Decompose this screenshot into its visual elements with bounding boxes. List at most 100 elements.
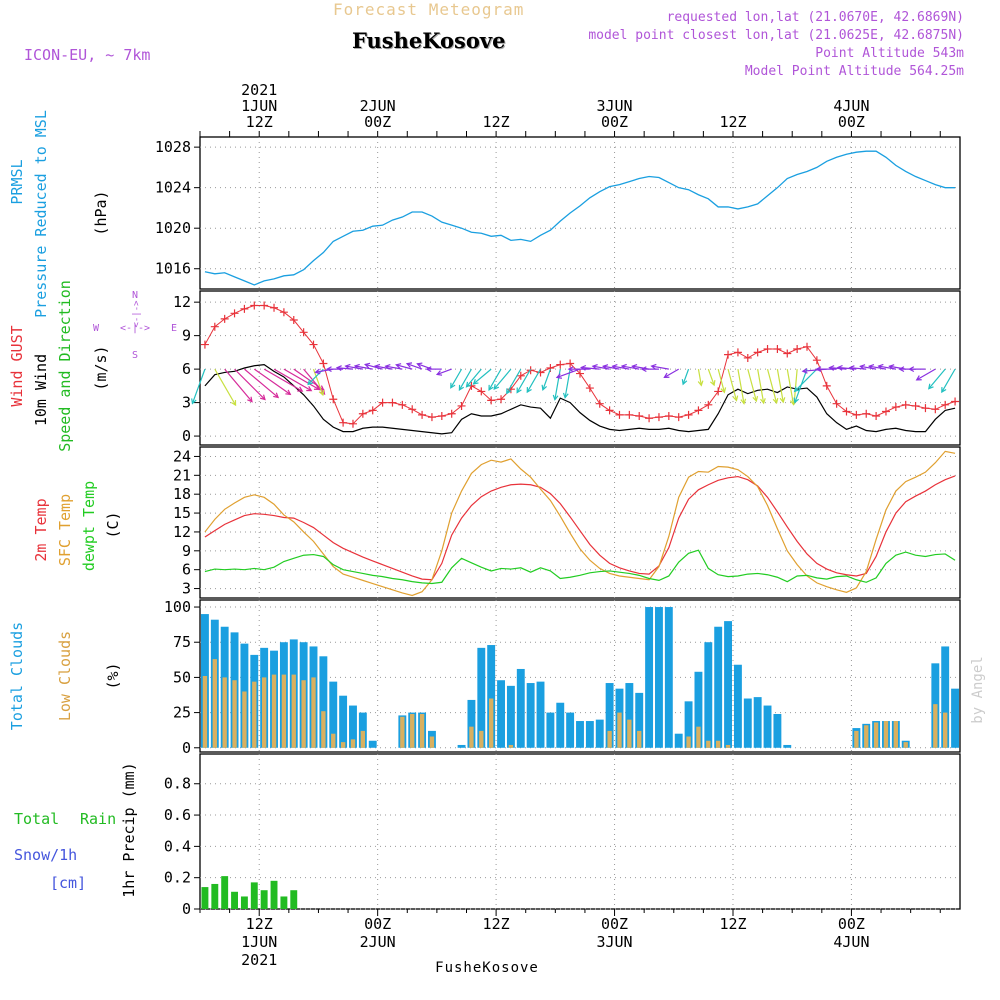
y-tick-label: 15 (173, 504, 191, 522)
total-cloud-bar (753, 697, 762, 748)
low-cloud-bar (350, 739, 356, 748)
wind-direction-arrowhead (493, 384, 500, 390)
y-tick-label: 12 (173, 523, 191, 541)
wind-direction-arrow (554, 369, 561, 400)
low-cloud-bar (202, 676, 208, 748)
wind-direction-arrowhead (828, 365, 835, 371)
wind-direction-arrowhead (720, 387, 727, 394)
low-cloud-bar (331, 733, 336, 748)
total-cloud-bar (743, 698, 752, 748)
wind-direction-arrow (244, 368, 279, 398)
gust-marker (635, 411, 644, 420)
top-time-label: 12Z (246, 113, 273, 131)
gust-marker (260, 301, 269, 310)
wind-direction-arrow (466, 368, 482, 388)
wind-direction-arrowhead (772, 397, 779, 405)
wind-direction-arrowhead (867, 363, 875, 370)
top-time-label: 3JUN (596, 97, 632, 115)
gust-marker (654, 413, 663, 422)
low-cloud-bar (429, 736, 435, 748)
wind-direction-arrow (312, 368, 324, 396)
wind-direction-arrowhead (353, 363, 360, 370)
gust-marker (842, 407, 851, 416)
panel-frame-temperature (199, 446, 961, 599)
wind-direction-arrowhead (384, 363, 391, 370)
gust-line (204, 305, 956, 425)
wind-direction-arrow (191, 368, 206, 404)
wind-direction-arrow (612, 365, 630, 370)
total-cloud-bar (516, 668, 525, 748)
y-tick-label: 3 (182, 394, 191, 412)
wind-direction-arrow (436, 368, 452, 375)
total-cloud-bar (477, 647, 486, 748)
wind-direction-arrow (682, 368, 690, 385)
low-cloud-bar (311, 677, 316, 748)
total-cloud-bar (655, 607, 663, 748)
gust-marker (763, 345, 772, 354)
y-tick-label: 0 (182, 739, 191, 757)
total-cloud-bar (763, 705, 772, 748)
gust-marker (427, 413, 436, 422)
low-cloud-bar (716, 740, 721, 748)
wind-direction-arrowhead (752, 395, 759, 403)
cloud-label-low: Low Clouds (56, 631, 74, 721)
low-cloud-bar (469, 726, 474, 748)
low-cloud-bar (508, 744, 514, 748)
gust-marker (447, 409, 456, 418)
wind-direction-arrowhead (325, 366, 332, 373)
total-cloud-bar (941, 646, 950, 748)
gust-marker (487, 396, 496, 405)
top-time-label: 2JUN (360, 97, 396, 115)
wind-direction-arrowhead (506, 388, 512, 395)
top-time-label: 00Z (838, 113, 865, 131)
gust-marker (753, 348, 762, 357)
low-cloud-bar (242, 691, 247, 748)
y-tick-label: 1028 (155, 138, 191, 156)
gust-marker (378, 398, 387, 407)
wind-direction-arrowhead (259, 394, 266, 401)
gust-marker (200, 340, 209, 349)
top-time-label: 00Z (601, 113, 628, 131)
gust-marker (309, 340, 318, 349)
wind-direction-arrowhead (416, 362, 423, 368)
panel-frame-precip (199, 753, 961, 910)
wind-direction-arrowhead (285, 389, 292, 396)
wind-direction-arrowhead (450, 382, 456, 389)
wind-direction-arrowhead (307, 379, 314, 386)
wind-direction-arrow (345, 365, 363, 370)
gust-marker (625, 410, 634, 419)
wind-direction-arrowhead (405, 362, 413, 368)
wind-unit: (m/s) (92, 345, 110, 390)
wind-direction-arrowhead (740, 398, 747, 405)
rain-bar (260, 890, 268, 909)
forecast-title: Forecast Meteogram (333, 0, 525, 19)
low-cloud-bar (893, 721, 899, 748)
low-cloud-bar (222, 677, 227, 748)
top-time-label: 12Z (719, 113, 746, 131)
wind-direction-arrow (336, 367, 354, 370)
bottom-time-label: 2021 (241, 951, 277, 969)
gust-marker (852, 410, 861, 419)
wind-direction-arrow (707, 368, 715, 386)
wind-direction-arrowhead (458, 384, 465, 391)
wind-direction-arrowhead (620, 363, 627, 370)
top-time-label: 12Z (483, 113, 510, 131)
gust-marker (832, 399, 841, 408)
wind-direction-arrowhead (611, 363, 618, 370)
wind-direction-arrow (516, 368, 532, 393)
gust-marker (822, 381, 831, 390)
gust-marker (585, 384, 594, 393)
rain-bar (211, 883, 219, 909)
total-cloud-bar (349, 705, 357, 748)
total-cloud-bar (368, 740, 377, 748)
total-cloud-bar (684, 701, 693, 748)
total-cloud-bar (951, 688, 960, 748)
wind-direction-arrowhead (567, 366, 574, 373)
wind-direction-arrow (941, 368, 956, 393)
wind-direction-arrow (697, 369, 702, 386)
wind-direction-arrow (869, 365, 887, 370)
wind-direction-arrowhead (877, 363, 884, 370)
rain-bar (290, 890, 298, 909)
total-cloud-bar (724, 621, 732, 748)
y-tick-label: 0 (182, 900, 191, 918)
